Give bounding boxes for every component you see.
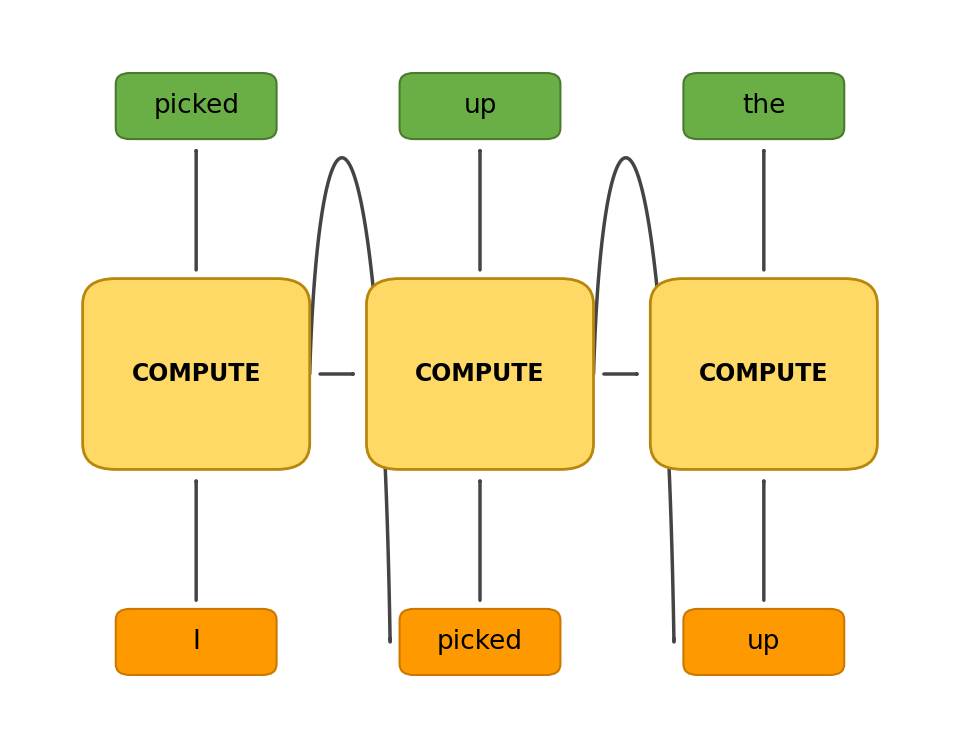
- FancyBboxPatch shape: [399, 609, 561, 675]
- FancyBboxPatch shape: [116, 609, 276, 675]
- FancyBboxPatch shape: [399, 73, 561, 139]
- Text: COMPUTE: COMPUTE: [132, 362, 261, 386]
- FancyBboxPatch shape: [684, 73, 844, 139]
- Text: picked: picked: [154, 93, 239, 119]
- Text: up: up: [464, 93, 496, 119]
- Text: I: I: [192, 629, 200, 655]
- FancyBboxPatch shape: [650, 278, 877, 470]
- FancyBboxPatch shape: [684, 609, 844, 675]
- Text: up: up: [747, 629, 780, 655]
- Text: the: the: [742, 93, 785, 119]
- Text: COMPUTE: COMPUTE: [416, 362, 544, 386]
- Text: picked: picked: [437, 629, 523, 655]
- FancyBboxPatch shape: [367, 278, 593, 470]
- FancyBboxPatch shape: [83, 278, 310, 470]
- Text: COMPUTE: COMPUTE: [699, 362, 828, 386]
- FancyBboxPatch shape: [116, 73, 276, 139]
